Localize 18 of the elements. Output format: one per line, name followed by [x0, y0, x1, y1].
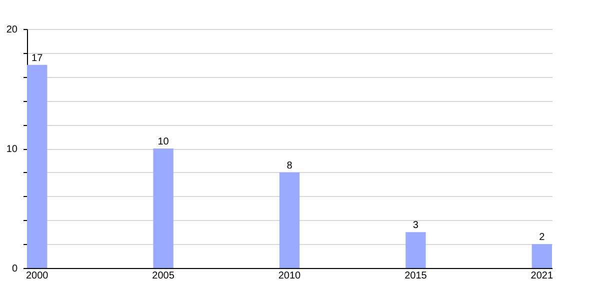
x-tick-label: 2021	[530, 270, 554, 282]
y-tick-label: 0	[12, 264, 18, 274]
bar	[406, 232, 426, 268]
bar	[153, 148, 174, 268]
data-label: 2	[539, 232, 546, 244]
data-label: 3	[412, 220, 419, 232]
x-tick-label: 2005	[152, 270, 175, 282]
bar	[532, 244, 552, 268]
y-tick-label: 10	[6, 144, 18, 155]
x-tick-label: 2000	[26, 270, 49, 282]
y-tick-label: 20	[6, 24, 18, 36]
x-tick-label: 2010	[278, 270, 302, 282]
x-tick-label: 2015	[404, 270, 428, 282]
data-label: 17	[32, 52, 44, 64]
data-label: 10	[158, 136, 170, 148]
bar	[27, 64, 48, 268]
data-label: 8	[286, 160, 293, 172]
bar	[279, 172, 300, 268]
